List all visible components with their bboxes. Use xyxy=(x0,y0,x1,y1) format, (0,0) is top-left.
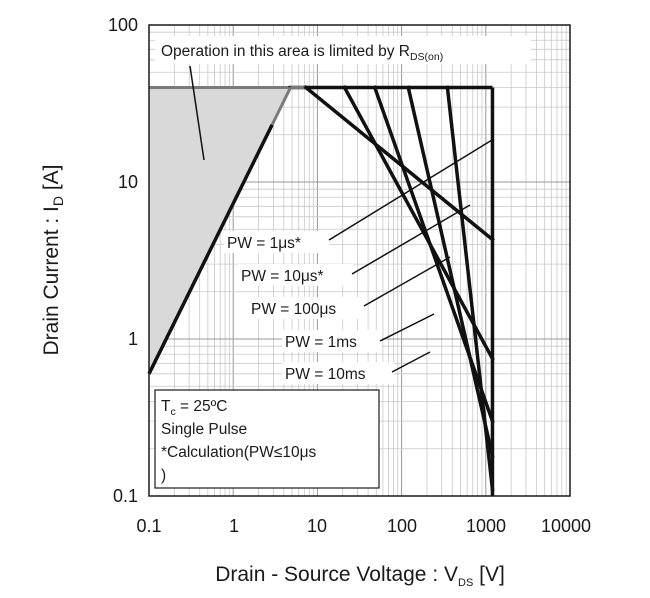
rds-annotation-box xyxy=(155,36,531,64)
pw-series-line xyxy=(406,85,495,459)
series-label: PW = 100μs xyxy=(251,301,336,318)
series-label: PW = 10ms xyxy=(285,366,366,383)
condition-temperature: Tc = 25ºC xyxy=(161,398,227,418)
x-axis-label: Drain - Source Voltage : VDS [V] xyxy=(215,563,505,589)
series-label: PW = 10μs* xyxy=(241,268,324,285)
series-label: PW = 1ms xyxy=(285,334,357,351)
rds-limit-line xyxy=(147,123,274,375)
series-label-leader xyxy=(391,351,431,373)
rds-annotation-leader xyxy=(189,65,205,161)
rds-limit-line-gray xyxy=(270,86,292,126)
x-tick-label: 10 xyxy=(307,516,327,536)
condition-calculation: *Calculation(PW≤10μs xyxy=(161,444,317,461)
y-tick-label: 100 xyxy=(108,15,138,35)
series-label-bg xyxy=(248,297,366,319)
pw-series-line xyxy=(342,85,495,361)
plot-frame xyxy=(148,24,571,497)
series-label-leader xyxy=(328,139,493,241)
series-label-bg xyxy=(282,330,382,352)
series-label-bg xyxy=(224,231,330,253)
x-tick-label: 100 xyxy=(387,516,417,536)
y-tick-label: 1 xyxy=(128,329,138,349)
y-tick-label: 0.1 xyxy=(113,486,138,506)
x-tick-label: 0.1 xyxy=(136,516,161,536)
condition-calculation-end: ) xyxy=(161,467,166,484)
rds-annotation: Operation in this area is limited by RDS… xyxy=(161,43,443,63)
y-axis-label: Drain Current : ID [A] xyxy=(40,164,66,355)
condition-pulse: Single Pulse xyxy=(161,421,247,438)
series-labels: PW = 1μs* PW = 10μs* PW = 100μs PW = 1ms… xyxy=(224,139,493,384)
x-tick-label: 1 xyxy=(229,516,239,536)
conditions-box xyxy=(154,389,380,489)
series-label-leader xyxy=(351,204,471,275)
series-label: PW = 1μs* xyxy=(227,235,301,252)
series-label-bg xyxy=(238,264,354,286)
series-label-bg xyxy=(282,362,394,384)
x-tick-label: 1000 xyxy=(466,516,506,536)
y-tick-label: 10 xyxy=(118,172,138,192)
pw-series-line xyxy=(445,85,495,492)
series-label-leader xyxy=(379,313,435,342)
x-tick-label: 10000 xyxy=(541,516,591,536)
series-label-leader xyxy=(363,256,451,307)
pulse-width-lines xyxy=(147,85,495,496)
